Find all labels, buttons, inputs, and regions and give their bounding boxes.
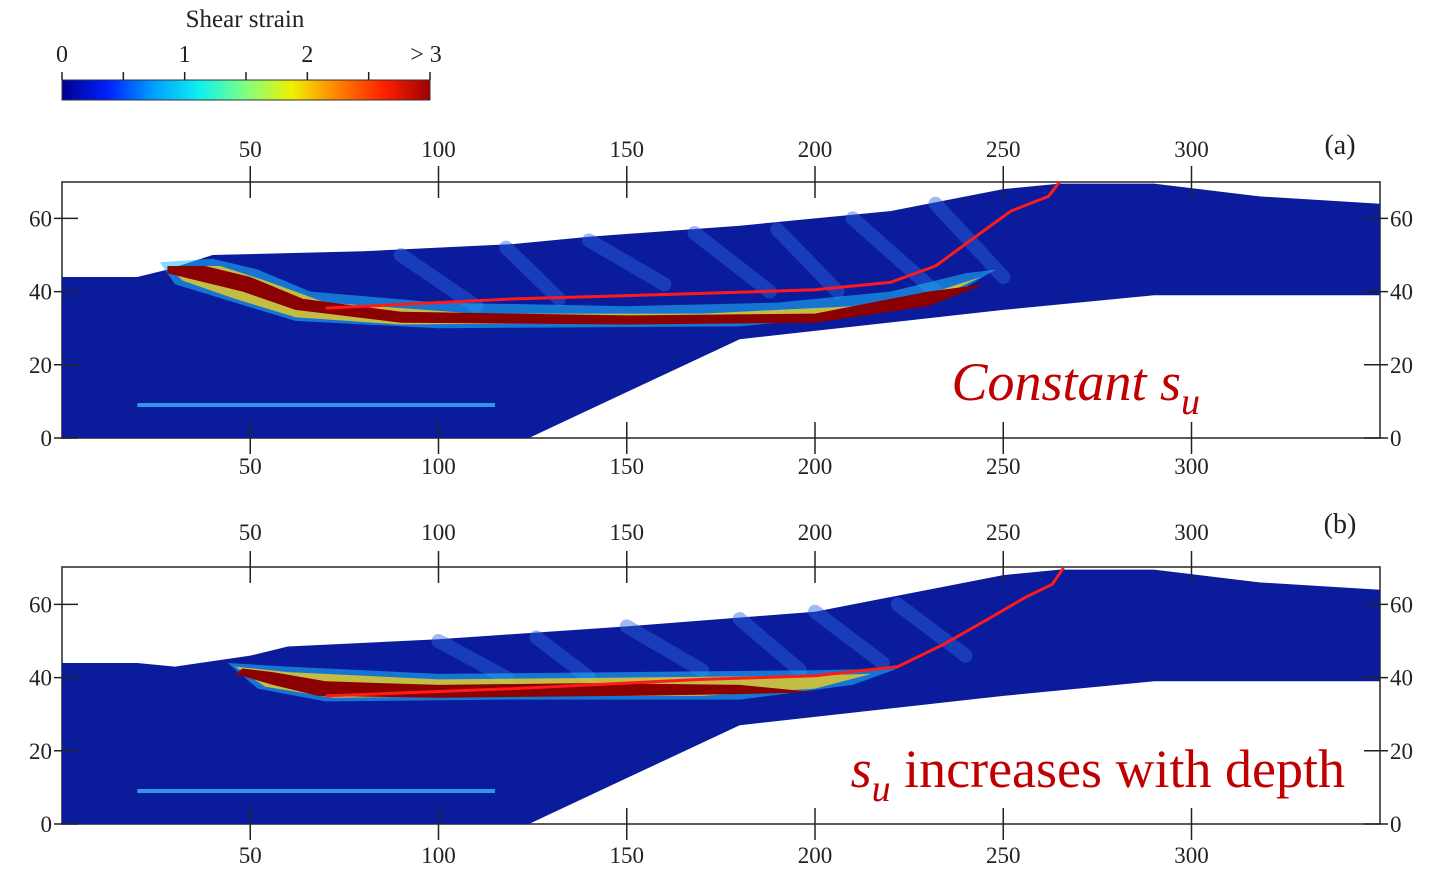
x-tick-label-bottom: 200 [798, 454, 833, 479]
y-tick-label-left: 60 [29, 206, 52, 231]
x-tick-label-top: 150 [610, 137, 645, 162]
y-tick-label-right: 40 [1390, 280, 1413, 305]
x-tick-label-bottom: 100 [421, 843, 456, 868]
colorbar-bar [61, 79, 431, 101]
shear-streak [431, 634, 514, 685]
colorbar-tick-label: > 3 [410, 42, 442, 68]
shear-streak [845, 211, 943, 299]
colorbar-title: Shear strain [186, 6, 305, 33]
x-tick-label-bottom: 50 [239, 454, 262, 479]
x-tick-label-bottom: 250 [986, 843, 1021, 868]
x-tick-label-bottom: 200 [798, 843, 833, 868]
shear-streak [499, 240, 566, 306]
annotation-suffix: increases with depth [891, 739, 1345, 799]
axes: 50 50 100 100 150 150 200 200 250 250 300 300 0 0 20 20… [29, 137, 1413, 479]
panel-annotation: Constant su [951, 352, 1200, 423]
shear-band [159, 258, 996, 329]
x-tick-label-top: 150 [610, 520, 645, 545]
panel-b: 50 50 100 100 150 150 200 200 250 250 300 300 0 0 20 20… [29, 509, 1413, 868]
x-tick-label-bottom: 250 [986, 454, 1021, 479]
y-tick-label-right: 0 [1390, 426, 1402, 451]
shear-streak [770, 222, 845, 299]
x-tick-label-top: 100 [421, 137, 456, 162]
x-tick-label-bottom: 300 [1174, 454, 1209, 479]
x-tick-label-top: 300 [1174, 137, 1209, 162]
x-tick-label-top: 250 [986, 137, 1021, 162]
y-tick-label-right: 60 [1390, 592, 1413, 617]
x-tick-label-bottom: 300 [1174, 843, 1209, 868]
shear-streak [529, 630, 597, 685]
y-tick-label-right: 0 [1390, 812, 1402, 837]
shear-streak [582, 233, 672, 292]
panel-a: 50 50 100 100 150 150 200 200 250 250 300 300 0 0 20 20… [29, 130, 1413, 479]
shear-streak [687, 226, 777, 299]
slip-surface-line [325, 180, 1061, 310]
annotation-subscript: u [872, 768, 891, 810]
y-tick-label-left: 60 [29, 592, 52, 617]
x-tick-label-top: 250 [986, 520, 1021, 545]
y-tick-label-left: 20 [29, 739, 52, 764]
x-tick-label-top: 200 [798, 137, 833, 162]
x-tick-label-bottom: 50 [239, 843, 262, 868]
x-tick-label-bottom: 100 [421, 454, 456, 479]
y-tick-label-right: 20 [1390, 353, 1413, 378]
panel-label: (a) [1324, 130, 1355, 161]
axes: 50 50 100 100 150 150 200 200 250 250 300 300 0 0 20 20… [29, 520, 1413, 868]
shear-streak [808, 604, 890, 670]
shear-band-core [167, 266, 985, 325]
x-tick-label-top: 300 [1174, 520, 1209, 545]
x-tick-label-bottom: 150 [610, 843, 645, 868]
y-tick-label-left: 0 [41, 812, 53, 837]
x-tick-label-top: 50 [239, 137, 262, 162]
shear-streak [619, 619, 710, 678]
slip-surface-line [325, 566, 1065, 698]
colorbar-tick-label: 2 [301, 42, 313, 68]
y-tick-label-right: 20 [1390, 739, 1413, 764]
x-tick-label-top: 200 [798, 520, 833, 545]
y-tick-label-left: 20 [29, 353, 52, 378]
shear-band-core [235, 668, 815, 698]
colorbar-tick-label: 1 [179, 42, 191, 68]
x-tick-label-bottom: 150 [610, 454, 645, 479]
panel-label: (b) [1324, 509, 1357, 540]
colorbar: Shear strain 0 1 2 > 3 [56, 6, 442, 101]
y-tick-label-left: 40 [29, 280, 52, 305]
y-tick-label-left: 0 [41, 426, 53, 451]
shear-streak [890, 597, 973, 663]
annotation-subscript: u [1181, 381, 1200, 423]
annotation-main: s [851, 739, 872, 799]
y-tick-label-right: 40 [1390, 666, 1413, 691]
y-tick-label-left: 40 [29, 666, 52, 691]
annotation-main: Constant s [951, 352, 1181, 412]
x-tick-label-top: 50 [239, 520, 262, 545]
colorbar-ticks: 0 1 2 > 3 [56, 42, 442, 80]
shear-streak [393, 248, 484, 314]
shear-streak [732, 612, 807, 678]
panel-annotation: su increases with depth [851, 739, 1345, 810]
colorbar-tick-label: 0 [56, 42, 68, 68]
x-tick-label-top: 100 [421, 520, 456, 545]
y-tick-label-right: 60 [1390, 206, 1413, 231]
